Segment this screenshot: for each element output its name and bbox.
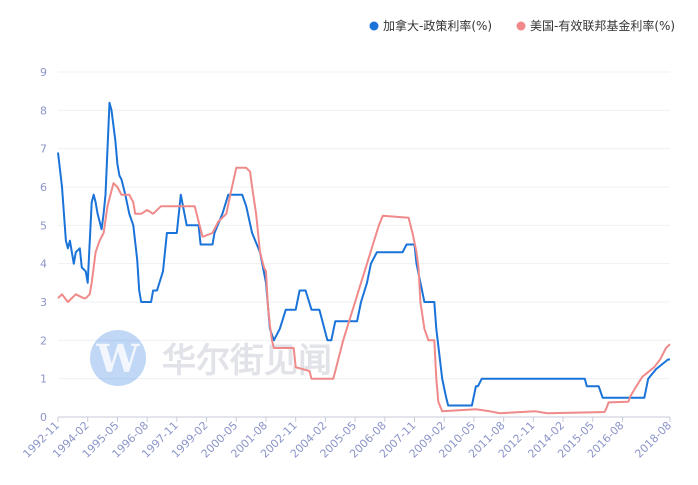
y-tick-label: 8 <box>40 104 47 117</box>
legend-label-us: 美国-有效联邦基金利率(%) <box>530 18 675 33</box>
legend: 加拿大-政策利率(%) 美国-有效联邦基金利率(%) <box>369 18 676 33</box>
watermark: W 华尔街见闻 <box>90 330 332 386</box>
y-tick-label: 0 <box>40 411 47 424</box>
series-line-us <box>57 166 671 415</box>
legend-item-us[interactable]: 美国-有效联邦基金利率(%) <box>516 18 676 33</box>
y-tick-label: 4 <box>40 258 47 271</box>
y-tick-label: 7 <box>40 143 47 156</box>
legend-label-canada: 加拿大-政策利率(%) <box>383 18 492 33</box>
watermark-text: 华尔街见闻 <box>162 341 332 381</box>
watermark-logo-letter: W <box>96 336 141 381</box>
y-tick-label: 5 <box>40 219 47 232</box>
y-tick-label: 3 <box>40 296 47 309</box>
y-tick-label: 9 <box>40 66 47 79</box>
grid-lines <box>58 71 670 418</box>
y-tick-label: 6 <box>40 181 47 194</box>
x-axis: 1992-111994-021995-051996-081997-111999-… <box>20 417 674 461</box>
series-line-canada <box>57 101 670 407</box>
legend-marker-canada <box>369 21 379 31</box>
y-axis: 0 1 2 3 4 5 6 7 8 9 <box>40 66 47 424</box>
series <box>57 101 671 415</box>
watermark-logo-circle <box>90 330 146 386</box>
legend-marker-us <box>516 21 526 31</box>
y-tick-label: 2 <box>40 334 47 347</box>
x-tick-label: 2018-08 <box>632 419 674 461</box>
y-tick-label: 1 <box>40 373 47 386</box>
legend-item-canada[interactable]: 加拿大-政策利率(%) <box>369 18 493 33</box>
